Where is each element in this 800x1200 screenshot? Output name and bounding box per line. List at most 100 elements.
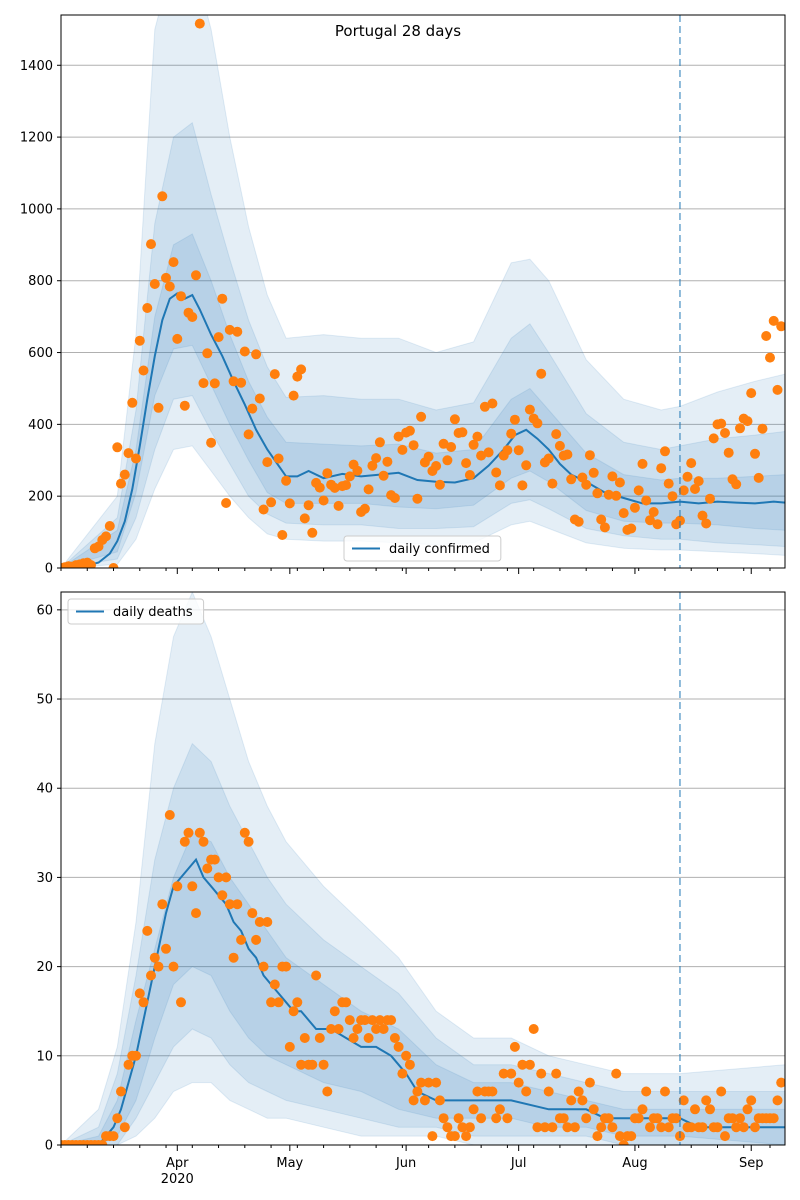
observed-point [434,479,445,490]
observed-point [776,1077,785,1088]
observed-point [161,272,171,283]
observed-point [641,1086,652,1097]
observed-point [194,827,205,838]
observed-point [652,519,663,530]
observed-point [547,478,558,489]
observed-point [341,480,352,491]
observed-point [318,495,329,506]
observed-point [329,482,340,493]
observed-point [397,444,408,455]
observed-point [697,510,708,521]
observed-point [419,1095,430,1106]
observed-point [239,346,250,357]
observed-point [344,1015,355,1026]
y-tick-label: 1200 [20,131,53,146]
observed-point [543,1086,554,1097]
observed-point [146,239,156,250]
observed-point [735,423,745,434]
observed-point [359,1015,370,1026]
observed-point [247,403,258,414]
observed-point [209,378,220,389]
observed-point [498,1068,509,1079]
observed-point [551,429,562,440]
observed-point [431,1077,442,1088]
observed-point [558,1113,569,1124]
x-tick-label: Apr [166,1156,189,1171]
legend-label: daily deaths [113,605,193,620]
observed-point [581,1113,592,1124]
observed-point [382,456,393,467]
observed-point [671,1113,682,1124]
observed-point [626,1131,637,1142]
observed-point [494,1104,505,1115]
observed-point [648,507,659,517]
observed-point [416,1077,427,1088]
observed-point [720,1131,730,1142]
observed-point [547,1122,558,1133]
observed-point [277,530,288,540]
observed-point [584,1077,595,1088]
observed-point [483,447,494,458]
observed-point [217,890,228,901]
observed-point [389,493,400,503]
observed-point [187,881,198,892]
observed-point [517,480,528,491]
observed-point [183,827,194,838]
observed-point [663,1122,674,1133]
credible-band-50 [61,832,785,1145]
observed-point [251,349,262,360]
plot-area [61,15,785,568]
axes-frame [60,14,786,569]
observed-point [603,489,614,500]
observed-point [690,484,700,494]
observed-point [236,934,247,945]
observed-point [487,398,498,409]
observed-point [393,1041,404,1052]
legend-frame [343,535,502,562]
observed-point [472,431,483,442]
observed-point [686,1122,697,1133]
observed-point [254,393,265,404]
observed-point [513,1077,524,1088]
observed-point [573,1086,584,1097]
observed-point [611,490,622,501]
observed-point [457,1122,468,1133]
observed-point [112,1113,123,1124]
y-tick-label: 800 [28,274,53,289]
x-year-label: 2020 [161,1172,194,1187]
observed-point [412,493,423,504]
observed-point [104,521,115,531]
observed-point [457,427,468,438]
observed-point [153,961,164,972]
observed-point [633,485,644,496]
observed-point [412,1086,423,1097]
observed-point [629,502,640,513]
observed-point [247,908,258,919]
observed-point [146,970,156,981]
observed-point [614,477,625,488]
observed-point [179,836,190,847]
observed-point [258,961,269,972]
observed-point [116,478,126,489]
observed-point [254,917,265,927]
observed-point [359,503,370,514]
observed-point [363,484,374,495]
observed-point [232,899,243,910]
credible-band-95 [61,15,785,568]
observed-point [588,1104,599,1115]
observed-point [386,1015,397,1026]
observed-point [735,1113,745,1124]
observed-point [509,1041,520,1052]
observed-point [551,1068,562,1079]
observed-point [228,376,239,387]
observed-point [765,352,775,363]
observed-point [434,1095,445,1106]
observed-point [472,1086,483,1097]
observed-point [712,1122,723,1133]
observed-point [352,465,363,476]
observed-point [768,315,779,326]
observed-point [149,279,160,289]
observed-point [626,523,637,534]
observed-point [221,872,232,883]
